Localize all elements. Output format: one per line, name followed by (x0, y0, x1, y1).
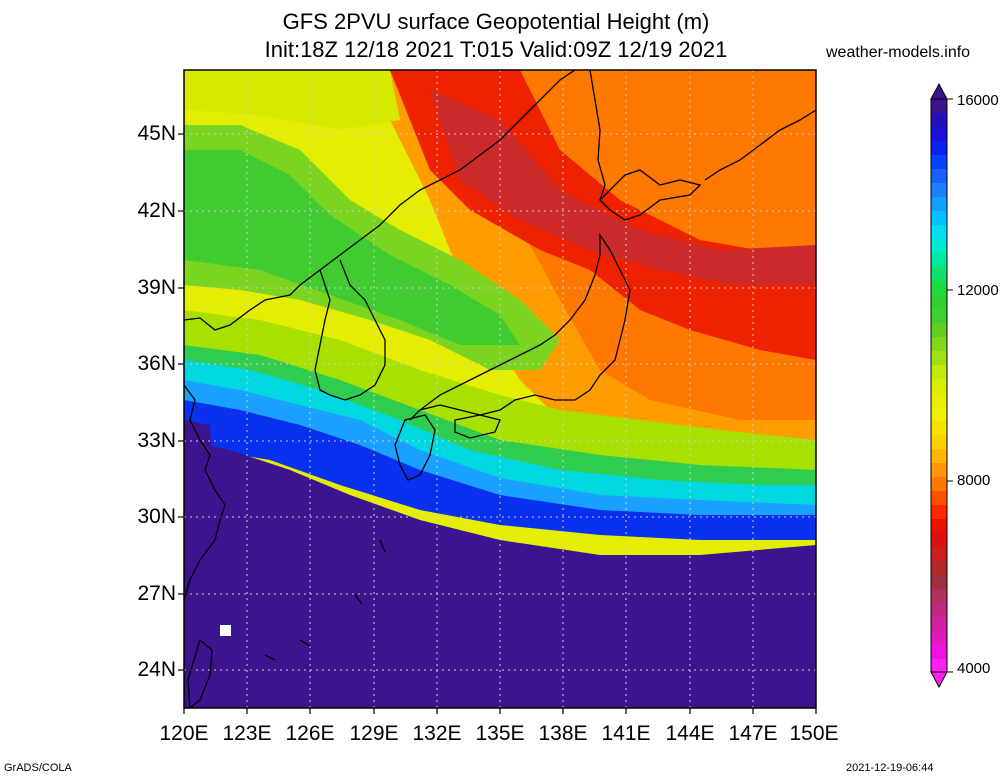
lat-label: 33N (137, 429, 176, 452)
field-darkred (430, 90, 816, 285)
lon-label: 135E (475, 722, 525, 745)
lon-label: 144E (665, 722, 715, 745)
footer-credit: GrADS/COLA (4, 762, 72, 774)
footer-timestamp: 2021-12-19-06:44 (846, 762, 934, 774)
lon-label: 138E (538, 722, 588, 745)
lat-label: 45N (137, 122, 176, 145)
map-grid (184, 70, 816, 708)
lat-label: 24N (137, 658, 176, 681)
lat-label: 42N (137, 199, 176, 222)
lon-label: 141E (601, 722, 651, 745)
lat-label: 36N (137, 352, 176, 375)
lon-label: 150E (789, 722, 839, 745)
field-lime (184, 310, 816, 470)
lon-label: 132E (412, 722, 462, 745)
station-marker (220, 625, 231, 636)
lat-label: 27N (137, 582, 176, 605)
coastlines (184, 70, 816, 708)
lon-label: 126E (285, 722, 335, 745)
field-green-strip (184, 345, 816, 490)
colorbar-label: 16000 (957, 92, 999, 109)
lat-label: 39N (137, 276, 176, 299)
map-title: GFS 2PVU surface Geopotential Height (m) (282, 9, 710, 34)
lat-label: 30N (137, 505, 176, 528)
field-yellow-nw (184, 70, 400, 130)
axis-ticks (178, 133, 817, 714)
lon-label: 120E (159, 722, 209, 745)
colorbar-label: 8000 (957, 472, 991, 489)
colorbar-label: 4000 (957, 660, 991, 677)
colorbar-label: 12000 (957, 282, 999, 299)
lon-label: 123E (222, 722, 272, 745)
field-green-dark (184, 150, 520, 345)
lon-label: 129E (349, 722, 399, 745)
site-label: weather-models.info (826, 44, 971, 61)
lon-label: 147E (728, 722, 778, 745)
field-purple-west (184, 420, 215, 610)
map-subtitle: Init:18Z 12/18 2021 T:015 Valid:09Z 12/1… (264, 37, 728, 62)
colorbar (930, 82, 953, 689)
